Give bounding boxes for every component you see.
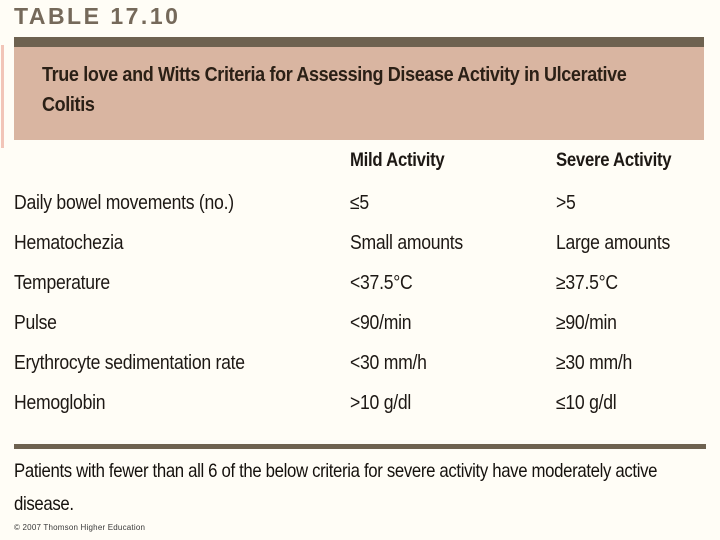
mild-value-text: <90/min xyxy=(350,311,412,334)
footnote: Patients with fewer than all 6 of the be… xyxy=(14,460,658,515)
left-accent-bar xyxy=(1,45,4,148)
table-row: Temperature <37.5°C ≥37.5°C xyxy=(14,263,706,303)
mild-value-text: Small amounts xyxy=(350,231,463,254)
criterion-text: Daily bowel movements (no.) xyxy=(14,191,234,214)
criterion-label: Temperature xyxy=(14,272,350,295)
table-row: Hemoglobin >10 g/dl ≤10 g/dl xyxy=(14,383,706,423)
severe-value: ≥37.5°C xyxy=(556,272,706,295)
criterion-text: Hemoglobin xyxy=(14,391,106,414)
criterion-label: Daily bowel movements (no.) xyxy=(14,192,350,215)
mild-value: >10 g/dl xyxy=(350,392,556,415)
severe-value: ≤10 g/dl xyxy=(556,392,706,415)
severe-value-text: ≥30 mm/h xyxy=(556,351,633,374)
mild-value-text: <37.5°C xyxy=(350,271,413,294)
criterion-label: Erythrocyte sedimentation rate xyxy=(14,352,350,375)
criterion-text: Pulse xyxy=(14,311,57,334)
mild-value: <90/min xyxy=(350,312,556,335)
table-title: True love and Witts Criteria for Assessi… xyxy=(42,64,627,116)
criterion-label: Pulse xyxy=(14,312,350,335)
table-row: Hematochezia Small amounts Large amounts xyxy=(14,223,706,263)
mild-value: Small amounts xyxy=(350,232,556,255)
severe-value: >5 xyxy=(556,192,706,215)
mild-value-text: ≤5 xyxy=(350,191,369,214)
mild-value: ≤5 xyxy=(350,192,556,215)
severe-value-text: ≥90/min xyxy=(556,311,617,334)
criteria-table: Mild Activity Severe Activity Daily bowe… xyxy=(14,150,706,423)
severe-value-text: ≥37.5°C xyxy=(556,271,618,294)
table-number-heading: TABLE 17.10 xyxy=(14,3,181,29)
column-header-severe: Severe Activity xyxy=(556,150,706,172)
title-band-top-rule xyxy=(14,37,704,47)
severe-value: Large amounts xyxy=(556,232,706,255)
column-header-mild-label: Mild Activity xyxy=(350,150,445,171)
severe-value-text: ≤10 g/dl xyxy=(556,391,617,414)
table-header-row: Mild Activity Severe Activity xyxy=(14,150,706,183)
table-row: Pulse <90/min ≥90/min xyxy=(14,303,706,343)
table-row: Erythrocyte sedimentation rate <30 mm/h … xyxy=(14,343,706,383)
copyright: © 2007 Thomson Higher Education xyxy=(14,523,146,532)
mild-value-text: >10 g/dl xyxy=(350,391,412,414)
severe-value-text: Large amounts xyxy=(556,231,670,254)
severe-value-text: >5 xyxy=(556,191,576,214)
table-title-band: True love and Witts Criteria for Assessi… xyxy=(14,47,704,140)
criterion-label: Hematochezia xyxy=(14,232,350,255)
footnote-top-rule xyxy=(14,444,706,449)
criterion-text: Temperature xyxy=(14,271,110,294)
criterion-label: Hemoglobin xyxy=(14,392,350,415)
mild-value: <37.5°C xyxy=(350,272,556,295)
table-row: Daily bowel movements (no.) ≤5 >5 xyxy=(14,183,706,223)
criterion-text: Erythrocyte sedimentation rate xyxy=(14,351,245,374)
column-header-severe-label: Severe Activity xyxy=(556,150,672,171)
criterion-text: Hematochezia xyxy=(14,231,124,254)
severe-value: ≥30 mm/h xyxy=(556,352,706,375)
severe-value: ≥90/min xyxy=(556,312,706,335)
mild-value-text: <30 mm/h xyxy=(350,351,427,374)
mild-value: <30 mm/h xyxy=(350,352,556,375)
column-header-mild: Mild Activity xyxy=(350,150,556,172)
